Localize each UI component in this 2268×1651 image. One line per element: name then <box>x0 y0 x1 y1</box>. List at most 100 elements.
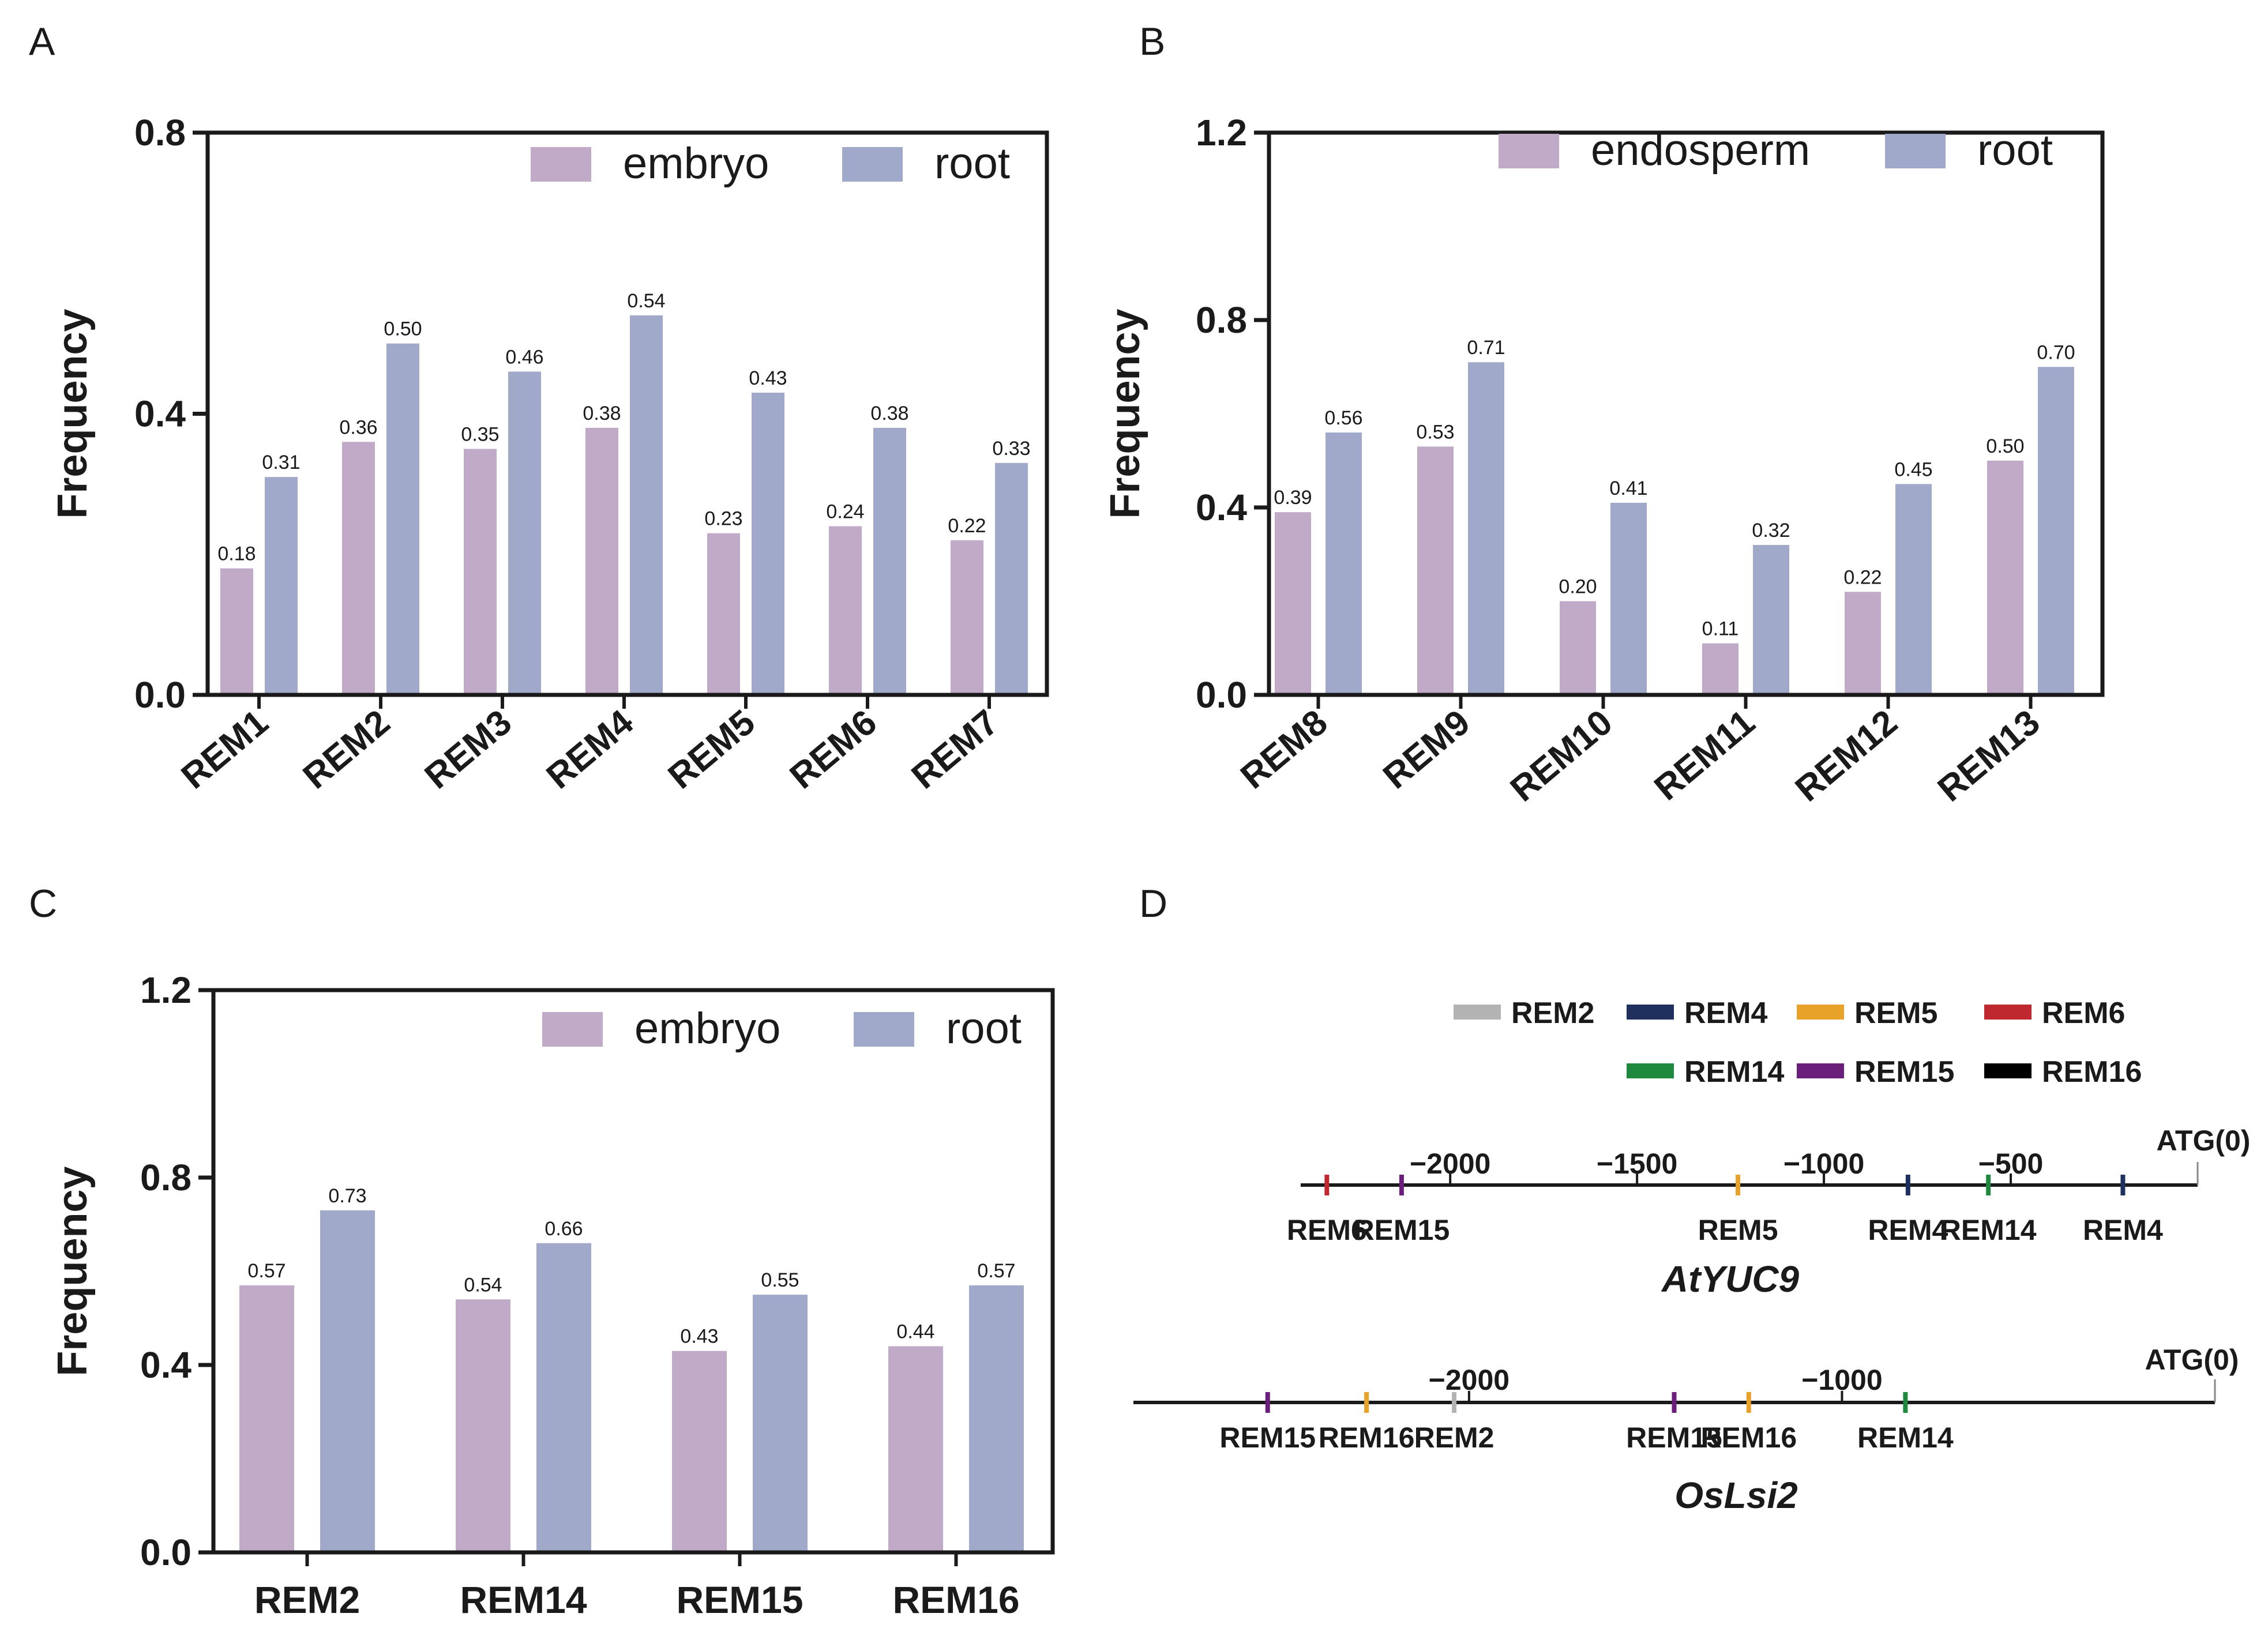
data-label: 0.66 <box>545 1218 583 1240</box>
bar-root <box>873 427 906 695</box>
x-tick-label: REM11 <box>1647 702 1762 808</box>
bar-endosperm <box>1560 601 1596 695</box>
motif-mark-rem4 <box>1905 1175 1910 1195</box>
y-tick-label: 0.4 <box>1196 487 1247 528</box>
scale-tick-label: −2000 <box>1429 1364 1510 1396</box>
y-tick-label: 0.0 <box>140 1532 191 1573</box>
x-tick-label: REM16 <box>892 1578 1019 1621</box>
data-label: 0.71 <box>1467 337 1505 359</box>
legend-swatch-root <box>842 147 903 182</box>
scale-tick-label: −2000 <box>1410 1148 1490 1180</box>
bar-embryo <box>951 540 983 695</box>
bar-embryo <box>464 449 497 695</box>
x-tick-label: REM15 <box>676 1578 803 1621</box>
legend-label-rem15: REM15 <box>1854 1055 1954 1089</box>
data-label: 0.44 <box>896 1321 934 1343</box>
x-tick-label: REM4 <box>539 702 641 797</box>
motif-mark-rem15 <box>1672 1392 1677 1413</box>
motif-label: REM5 <box>1698 1214 1778 1246</box>
panel-label-c: C <box>29 882 57 926</box>
x-tick-label: REM10 <box>1503 702 1620 810</box>
data-label: 0.18 <box>217 543 256 565</box>
data-label: 0.45 <box>1894 458 1932 480</box>
bar-endosperm <box>1417 446 1454 695</box>
bar-root <box>1753 545 1789 695</box>
bar-embryo <box>672 1351 727 1552</box>
bar-root <box>536 1243 591 1552</box>
legend-swatch-endosperm <box>1499 134 1559 168</box>
bar-root <box>265 477 298 695</box>
bar-embryo <box>342 442 375 695</box>
data-label: 0.43 <box>749 367 787 389</box>
y-tick-label: 0.0 <box>134 674 186 716</box>
data-label: 0.33 <box>992 438 1030 460</box>
motif-label: REM15 <box>1219 1421 1316 1454</box>
data-label: 0.24 <box>826 501 864 523</box>
bar-embryo <box>829 526 862 695</box>
x-tick-label: REM2 <box>296 702 397 797</box>
bar-root <box>969 1285 1024 1552</box>
motif-label: REM14 <box>1857 1421 1954 1454</box>
x-tick-label: REM1 <box>174 702 276 797</box>
data-label: 0.57 <box>247 1260 286 1282</box>
motif-label: REM4 <box>2083 1214 2163 1246</box>
data-label: 0.54 <box>464 1274 502 1296</box>
legend-swatch-rem4 <box>1627 1005 1674 1020</box>
data-label: 0.50 <box>1986 435 2024 457</box>
motif-mark-rem16 <box>1746 1392 1751 1413</box>
legend-swatch-rem6 <box>1984 1005 2032 1020</box>
motif-label: REM15 <box>1626 1421 1722 1454</box>
data-label: 0.56 <box>1324 407 1362 429</box>
y-axis-label: Frequency <box>1102 309 1148 518</box>
plot-frame <box>211 988 1055 1555</box>
data-label: 0.55 <box>761 1269 799 1291</box>
legend-label-embryo: embryo <box>623 139 769 188</box>
bar-embryo <box>239 1285 294 1552</box>
data-label: 0.31 <box>262 452 300 473</box>
legend-label-rem14: REM14 <box>1684 1055 1784 1089</box>
bar-root <box>320 1210 375 1552</box>
atg-label: ATG(0) <box>2157 1125 2251 1157</box>
gene-name: OsLsi2 <box>1674 1475 1797 1516</box>
y-tick-label: 0.4 <box>140 1344 191 1386</box>
bar-endosperm <box>1702 643 1738 695</box>
legend-label-embryo: embryo <box>634 1004 780 1053</box>
panel-label-a: A <box>29 20 55 63</box>
bar-root <box>1325 433 1362 695</box>
bar-root <box>1895 484 1932 695</box>
x-tick-label: REM14 <box>460 1578 587 1621</box>
motif-mark-rem14 <box>1903 1392 1908 1413</box>
bar-root <box>995 462 1028 695</box>
x-tick-label: REM9 <box>1376 702 1477 797</box>
bar-embryo <box>707 533 740 695</box>
plot-frame <box>205 130 1049 697</box>
x-tick-label: REM3 <box>418 702 519 797</box>
bar-root <box>2038 367 2074 695</box>
bar-root <box>1468 362 1504 695</box>
legend-swatch-rem14 <box>1627 1063 1674 1078</box>
x-tick-label: REM12 <box>1788 702 1905 810</box>
legend-label-root: root <box>1977 126 2053 175</box>
motif-label: REM4 <box>1868 1214 1948 1246</box>
y-tick-label: 1.2 <box>1196 112 1247 153</box>
motif-label: REM16 <box>1319 1421 1415 1454</box>
bar-endosperm <box>1987 460 2023 695</box>
data-label: 0.36 <box>339 416 377 438</box>
bar-root <box>508 371 541 695</box>
data-label: 0.43 <box>680 1326 718 1348</box>
bar-endosperm <box>1845 592 1881 695</box>
bar-root <box>1610 502 1647 695</box>
y-tick-label: 0.4 <box>134 393 186 435</box>
motif-label: REM15 <box>1354 1214 1450 1246</box>
chart-panel-c: 0.57 0.73 REM2 0.54 0.66 REM14 0.43 0.55 REM15 0.… <box>50 969 1055 1621</box>
y-axis-label: Frequency <box>50 309 96 518</box>
legend-label-endosperm: endosperm <box>1591 126 1810 175</box>
data-label: 0.57 <box>977 1260 1015 1282</box>
x-tick-label: REM7 <box>904 702 1006 797</box>
x-tick-label: REM6 <box>783 702 884 797</box>
motif-mark-rem14 <box>1986 1175 1991 1195</box>
legend-label-rem16: REM16 <box>2042 1055 2142 1089</box>
y-tick-label: 0.8 <box>140 1157 191 1198</box>
